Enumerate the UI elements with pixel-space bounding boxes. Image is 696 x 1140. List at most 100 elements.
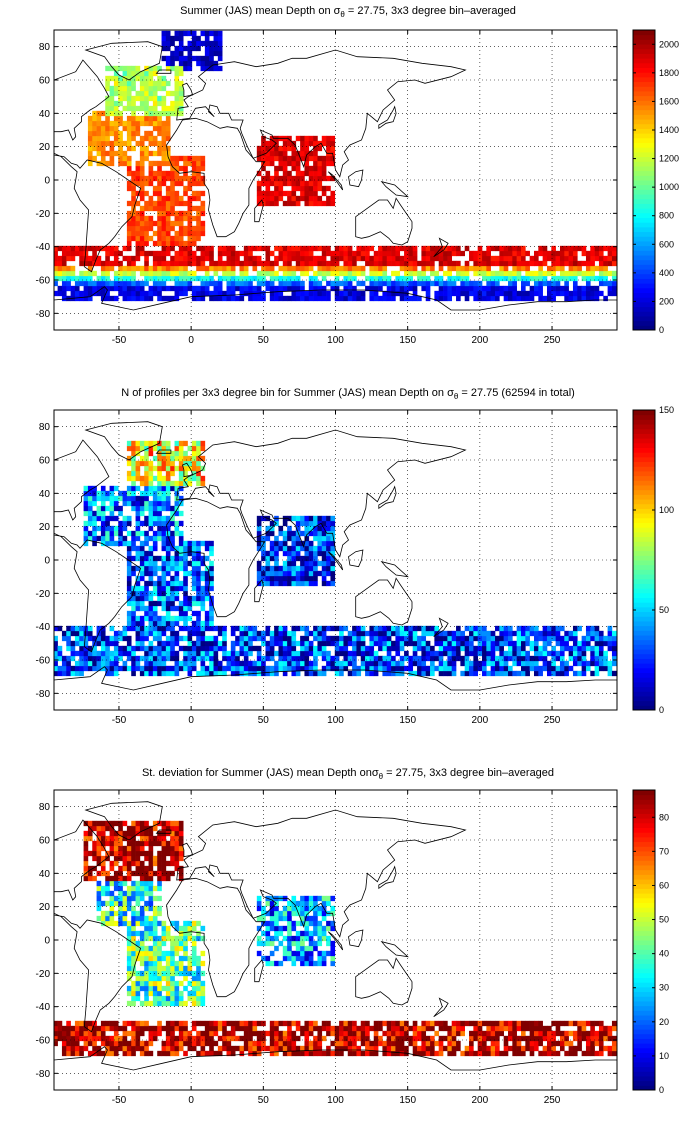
heatmap-cell [200,620,206,627]
heatmap-cell [222,630,227,637]
heatmap-cell [152,285,158,292]
heatmap-cell [352,270,357,277]
heatmap-cell [113,875,119,882]
heatmap-cell [291,640,297,647]
heatmap-cell [61,285,67,292]
colorbar-step [633,30,655,36]
heatmap-cell [165,840,171,847]
heatmap-cell [113,255,119,262]
heatmap-cell [308,530,314,537]
heatmap-cell [122,535,128,542]
heatmap-cell [460,660,466,667]
heatmap-cell [170,205,175,212]
heatmap-cell [196,60,201,67]
heatmap-cell [161,180,167,187]
heatmap-cell [308,670,314,677]
heatmap-cell [352,655,357,662]
x-tick-label: 250 [544,715,561,726]
heatmap-cell [118,840,123,847]
heatmap-cell [126,970,132,977]
heatmap-cell [274,670,279,677]
heatmap-cell [174,960,180,967]
heatmap-cell [161,820,167,827]
heatmap-cell [334,255,340,262]
colorbar-step [633,34,655,40]
heatmap-cell [213,640,219,647]
heatmap-cell [598,260,604,267]
heatmap-cell [126,160,132,167]
heatmap-cell [269,575,275,582]
heatmap-cell [516,640,522,647]
heatmap-cell [200,200,206,207]
heatmap-cell [126,625,132,632]
heatmap-cell [152,220,158,227]
heatmap-cell [170,195,175,202]
heatmap-cell [105,505,110,512]
heatmap-cell [87,1020,93,1027]
heatmap-cell [126,835,132,842]
heatmap-cell [178,930,184,937]
heatmap-cell [295,255,301,262]
heatmap-cell [148,545,154,552]
heatmap-cell [404,275,409,282]
heatmap-cell [161,615,167,622]
heatmap-cell [170,620,175,627]
heatmap-cell [165,670,171,677]
heatmap-cell [122,105,128,112]
heatmap-cell [330,520,336,527]
heatmap-cell [148,275,154,282]
heatmap-cell [161,205,167,212]
heatmap-cell [525,280,530,287]
heatmap-cell [533,630,539,637]
heatmap-cell [421,245,427,252]
heatmap-cell [144,485,149,492]
heatmap-cell [274,150,279,157]
heatmap-cell [577,270,582,277]
heatmap-cell [313,165,318,172]
heatmap-cell [209,540,214,547]
heatmap-cell [161,265,167,272]
heatmap-cell [66,1040,71,1047]
heatmap-cell [187,550,193,557]
heatmap-cell [269,155,275,162]
heatmap-cell [187,635,193,642]
heatmap-cell [291,630,297,637]
heatmap-cell [105,140,110,147]
heatmap-cell [321,250,327,257]
heatmap-cell [295,520,301,527]
heatmap-cell [96,1030,102,1037]
heatmap-cell [581,635,587,642]
colorbar-step [633,555,655,561]
heatmap-cell [187,560,193,567]
heatmap-cell [161,235,167,242]
heatmap-cell [152,555,158,562]
heatmap-cell [417,645,422,652]
heatmap-cell [157,480,162,487]
heatmap-cell [451,670,457,677]
heatmap-cell [525,265,530,272]
heatmap-cell [174,480,180,487]
heatmap-cell [611,270,617,277]
heatmap-cell [278,165,284,172]
heatmap-cell [174,95,180,102]
heatmap-cell [252,660,258,667]
heatmap-cell [183,45,188,52]
heatmap-cell [113,110,119,117]
heatmap-cell [226,665,232,672]
heatmap-cell [178,840,184,847]
heatmap-cell [295,535,301,542]
colorbar-step [633,287,655,293]
heatmap-cell [196,475,201,482]
heatmap-cell [243,640,249,647]
heatmap-cell [96,855,102,862]
heatmap-cell [495,635,500,642]
heatmap-cell [66,1025,71,1032]
heatmap-cell [313,660,318,667]
heatmap-cell [113,835,119,842]
heatmap-cell [161,495,167,502]
colorbar-step [633,128,655,134]
heatmap-cell [178,260,184,267]
heatmap-cell [131,950,136,957]
heatmap-cell [196,175,201,182]
heatmap-cell [74,630,80,637]
